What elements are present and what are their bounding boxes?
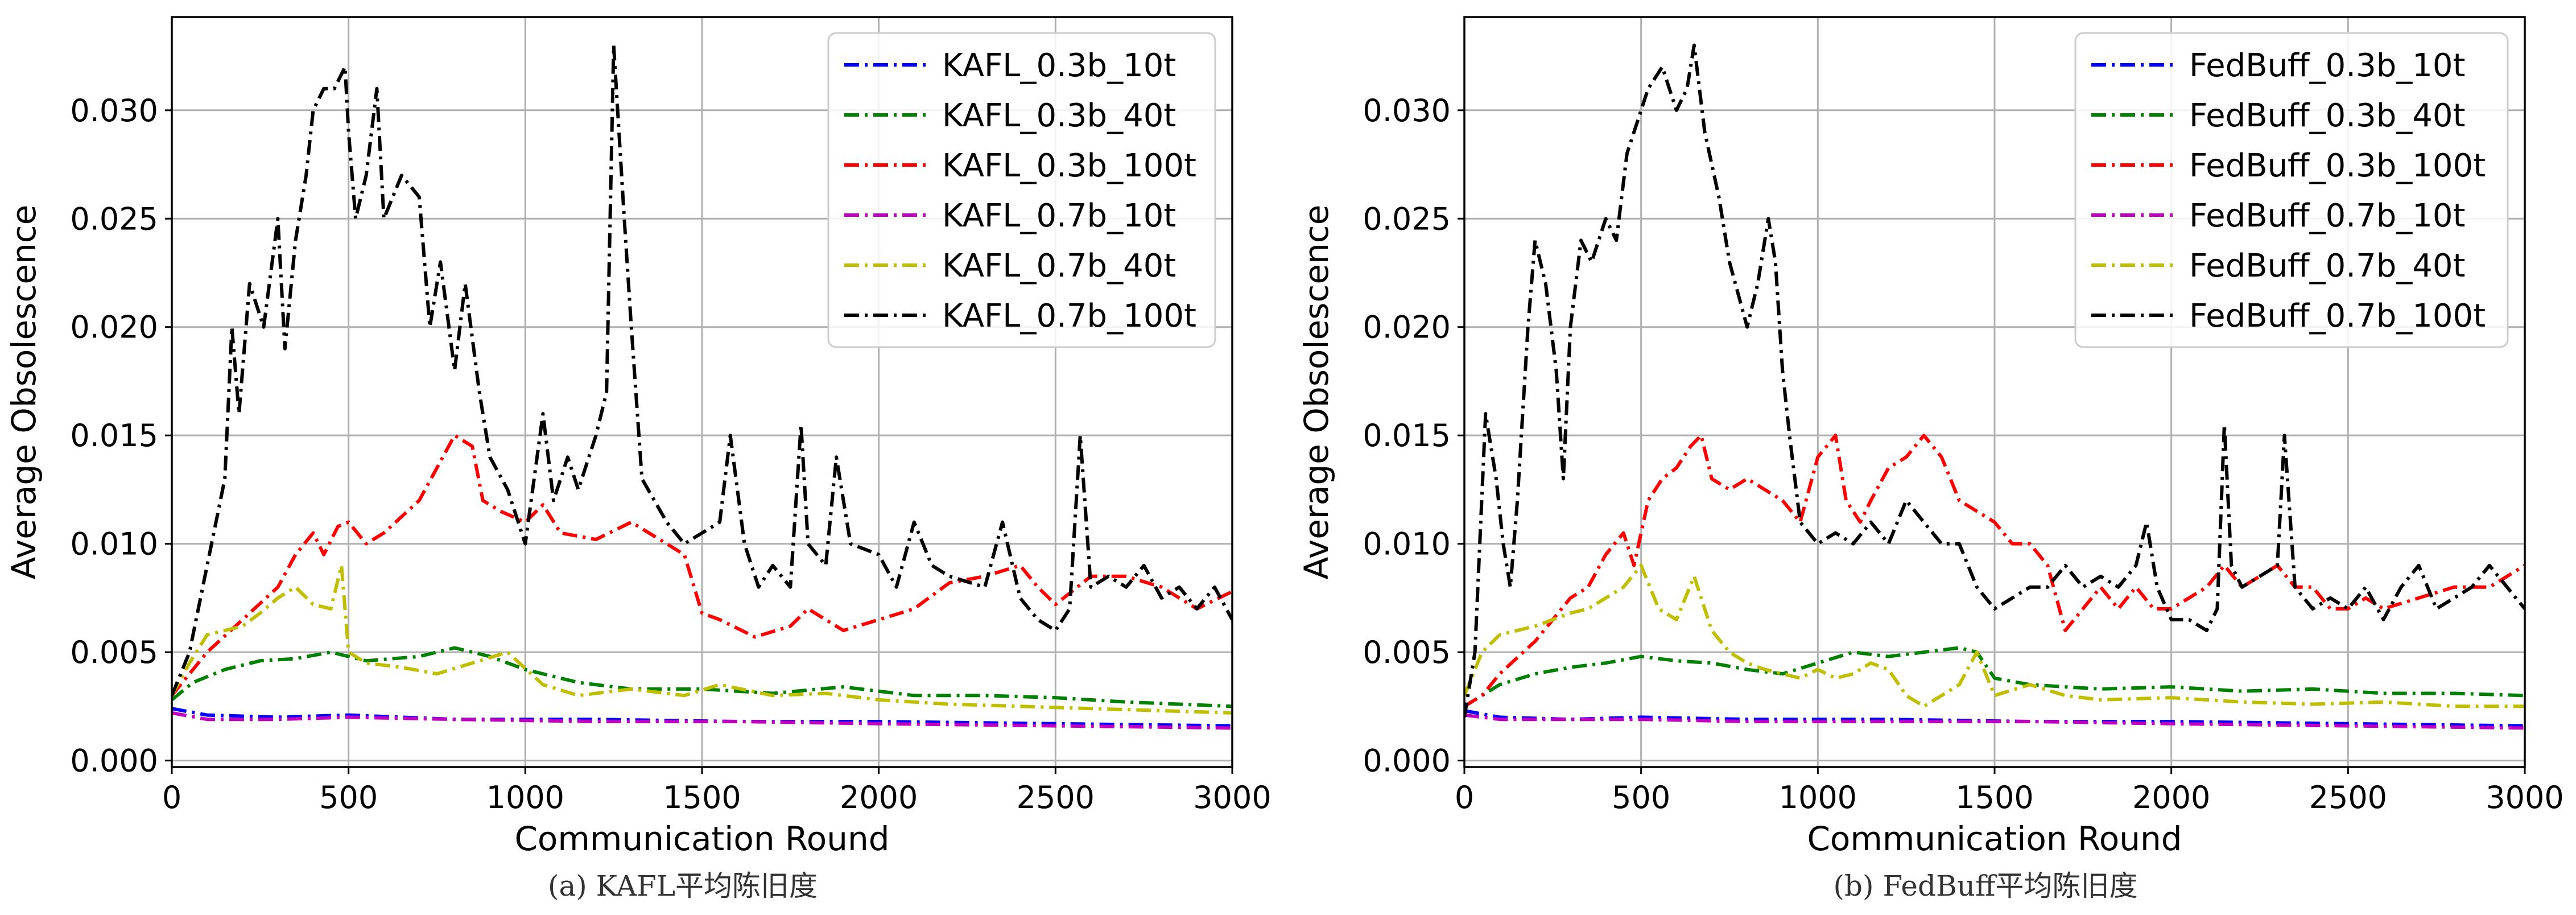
y-tick-label: 0.005 (70, 634, 158, 670)
x-tick-label: 500 (1612, 780, 1670, 815)
x-tick-label: 2500 (1017, 780, 1095, 815)
legend-entry: FedBuff_0.7b_10t (2189, 197, 2465, 234)
legend: FedBuff_0.3b_10t FedBuff_0.3b_40t FedBuff_… (2074, 32, 2509, 348)
chart-panel-1: 0 500 1000 1500 2000 2500 3000 0.000 0.005 0.010 0… (5, 16, 1272, 902)
y-tick-label: 0.015 (70, 418, 158, 454)
y-axis-label: Average Obsolescence (5, 205, 43, 580)
y-tick-label: 0.025 (70, 201, 158, 237)
y-tick-label: 0.015 (1363, 418, 1451, 454)
figure-caption: (a) KAFL平均陈旧度 (548, 869, 818, 902)
y-tick-label: 0.020 (1363, 310, 1451, 345)
legend-entry: KAFL_0.7b_10t (942, 197, 1176, 234)
legend-entry: KAFL_0.7b_40t (942, 248, 1176, 285)
figure-caption: (b) FedBuff平均陈旧度 (1834, 869, 2138, 902)
legend-entry: FedBuff_0.3b_10t (2189, 47, 2465, 84)
series-line-FedBuff_0.3b_100t (1464, 434, 2525, 708)
x-axis-label: Communication Round (514, 819, 889, 858)
x-tick-label: 1500 (1955, 780, 2033, 815)
series-line-KAFL_0.7b_40t (172, 563, 1232, 715)
x-tick-label: 1000 (486, 780, 564, 815)
series-line-KAFL_0.7b_10t (172, 711, 1232, 730)
series-line-KAFL_0.7b_100t (172, 43, 1232, 696)
legend-entry: KAFL_0.3b_40t (942, 97, 1176, 134)
y-tick-label: 0.025 (1363, 201, 1451, 237)
x-axis-label: Communication Round (1807, 819, 2182, 858)
y-tick-label: 0.010 (1363, 526, 1451, 562)
chart-panel-2: 0 500 1000 1500 2000 2500 3000 0.000 0.005 0.010 0… (1297, 16, 2564, 902)
y-tick-label: 0.005 (1363, 634, 1451, 670)
y-tick-label: 0.010 (70, 526, 158, 562)
legend-entry: FedBuff_0.3b_100t (2189, 147, 2486, 184)
series-line-KAFL_0.3b_40t (172, 646, 1232, 708)
legend-entry: FedBuff_0.3b_40t (2189, 97, 2465, 134)
plot-frame (171, 16, 1233, 768)
series-line-FedBuff_0.7b_100t (1464, 43, 2525, 718)
x-tick-label: 0 (162, 780, 181, 815)
legend: KAFL_0.3b_10t KAFL_0.3b_40t KAFL_0.3b_100t… (827, 32, 1216, 348)
x-tick-label: 1000 (1779, 780, 1857, 815)
y-tick-label: 0.030 (1363, 93, 1451, 129)
y-tick-label: 0.000 (1363, 743, 1451, 779)
legend-entry: FedBuff_0.7b_40t (2189, 248, 2465, 285)
legend-entry: FedBuff_0.7b_100t (2189, 298, 2486, 335)
y-tick-label: 0.020 (70, 310, 158, 345)
x-tick-label: 2000 (2132, 780, 2210, 815)
legend-entry: KAFL_0.3b_10t (942, 47, 1176, 84)
plot-frame (1463, 16, 2526, 768)
x-tick-label: 1500 (663, 780, 741, 815)
x-tick-label: 0 (1455, 780, 1474, 815)
legend-box (2074, 32, 2509, 348)
x-tick-label: 3000 (1193, 780, 1271, 815)
series-line-FedBuff_0.7b_10t (1464, 713, 2525, 730)
y-axis-label: Average Obsolescence (1297, 205, 1336, 580)
legend-entry: KAFL_0.3b_100t (942, 147, 1196, 184)
x-tick-label: 3000 (2486, 780, 2563, 815)
series-line-FedBuff_0.3b_40t (1464, 646, 2525, 708)
y-tick-label: 0.000 (70, 743, 158, 779)
x-tick-label: 2500 (2309, 780, 2387, 815)
series-line-FedBuff_0.7b_40t (1464, 563, 2525, 708)
legend-box (827, 32, 1216, 348)
x-tick-label: 2000 (840, 780, 918, 815)
x-tick-label: 500 (319, 780, 378, 815)
y-tick-label: 0.030 (70, 93, 158, 129)
legend-entry: KAFL_0.7b_100t (942, 298, 1196, 335)
series-line-KAFL_0.3b_100t (172, 434, 1232, 697)
